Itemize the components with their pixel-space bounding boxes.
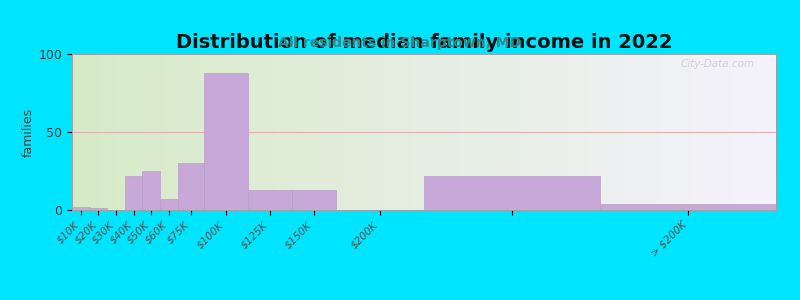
Title: Distribution of median family income in 2022: Distribution of median family income in …	[176, 33, 672, 52]
Text: City-Data.com: City-Data.com	[681, 59, 755, 69]
Bar	[125, 176, 142, 210]
Text: All residents in Sharptown, MD: All residents in Sharptown, MD	[278, 36, 522, 50]
Bar	[600, 204, 776, 210]
Y-axis label: families: families	[22, 107, 34, 157]
Bar	[204, 73, 248, 210]
Bar	[72, 207, 90, 210]
Bar	[142, 171, 160, 210]
Bar	[90, 208, 107, 210]
Bar	[292, 190, 336, 210]
Bar	[178, 163, 204, 210]
Bar	[248, 190, 292, 210]
Bar	[424, 176, 600, 210]
Bar	[160, 199, 178, 210]
